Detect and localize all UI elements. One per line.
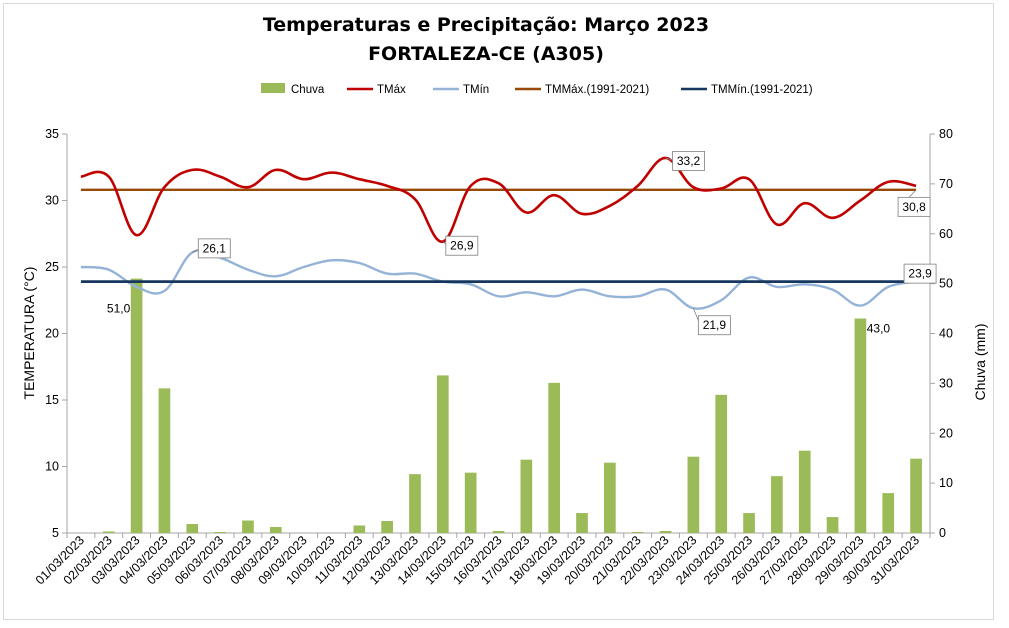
data-label: 33,2 — [677, 154, 701, 168]
rain-bar — [464, 472, 477, 533]
rain-bar — [381, 521, 393, 533]
rain-bar — [409, 474, 421, 533]
data-label: 51,0 — [107, 302, 131, 316]
data-label: 21,9 — [703, 318, 727, 332]
right-tick-label: 20 — [939, 426, 953, 440]
data-label: 30,8 — [902, 200, 926, 214]
chart-subtitle: FORTALEZA-CE (A305) — [368, 43, 604, 65]
data-label-box — [897, 196, 931, 217]
temperature-lines — [80, 156, 917, 310]
chart-axes: 51015202530350102030405060708001/03/2023… — [21, 127, 988, 587]
tmin-line — [80, 249, 917, 310]
right-tick-label: 80 — [939, 127, 953, 141]
rain-bar — [214, 532, 226, 533]
right-tick-label: 60 — [939, 227, 953, 241]
rain-bar — [130, 278, 143, 533]
chart-legend: Chuva TMáx TMín TMMáx.(1991-2021) TMMín.(199… — [261, 83, 813, 96]
chart-title: Temperaturas e Precipitação: Março 2023 — [263, 14, 709, 36]
rain-bar — [353, 525, 366, 533]
right-tick-label: 10 — [939, 476, 953, 490]
rain-bar — [520, 459, 533, 533]
rain-bar — [576, 513, 588, 533]
rain-bar — [771, 476, 783, 533]
data-label-box — [903, 263, 937, 284]
data-label-box — [445, 235, 479, 256]
left-tick-label: 30 — [45, 194, 59, 208]
legend-label: TMMín.(1991-2021) — [711, 84, 813, 96]
legend-label: TMMáx.(1991-2021) — [545, 84, 649, 96]
rain-bar — [102, 531, 115, 533]
rain-bar — [826, 517, 839, 533]
rain-bar — [687, 456, 700, 533]
legend-label: TMáx — [377, 84, 406, 96]
rain-bar — [548, 382, 561, 533]
rain-bar — [604, 462, 616, 533]
right-tick-label: 70 — [939, 177, 953, 191]
left-tick-label: 15 — [45, 393, 59, 407]
data-label: 26,1 — [203, 241, 227, 255]
rain-bar — [715, 394, 728, 533]
rain-bar — [854, 318, 867, 533]
data-label: 43,0 — [867, 322, 891, 336]
right-tick-label: 30 — [939, 376, 953, 390]
right-tick-label: 50 — [939, 277, 953, 291]
data-label-box — [697, 315, 731, 336]
tmax-line — [80, 156, 917, 243]
rain-bar — [186, 524, 199, 533]
legend-label: TMín — [463, 84, 489, 96]
rain-bars — [102, 278, 922, 533]
data-label-box — [672, 151, 705, 171]
y-axis-title-right: Chuva (mm) — [972, 323, 988, 400]
legend-swatch-bar — [261, 83, 285, 93]
left-tick-label: 5 — [52, 526, 59, 540]
left-tick-label: 20 — [45, 327, 59, 341]
rain-bar — [798, 450, 811, 533]
left-tick-label: 10 — [45, 460, 59, 474]
rain-bar — [910, 458, 922, 533]
data-label-box — [197, 238, 231, 259]
rain-bar — [492, 531, 505, 533]
rain-bar — [269, 527, 282, 533]
right-tick-label: 0 — [939, 526, 946, 540]
legend-label: Chuva — [291, 84, 325, 96]
data-label: 26,9 — [450, 239, 474, 253]
y-axis-title-left: TEMPERATURA (°C) — [21, 267, 37, 400]
data-label: 23,9 — [908, 267, 932, 281]
rain-bar — [659, 531, 672, 533]
left-tick-label: 35 — [45, 127, 59, 141]
data-labels: 51,0 26,1 26,9 33,2 21,9 43,0 30,8 23,9 — [107, 151, 937, 336]
rain-bar — [436, 375, 449, 533]
rain-bar — [631, 532, 644, 533]
left-tick-label: 25 — [45, 260, 59, 274]
rain-bar — [158, 388, 171, 533]
right-tick-label: 40 — [939, 327, 953, 341]
rain-bar — [743, 513, 755, 533]
rain-bar — [242, 520, 254, 533]
rain-bar — [882, 493, 895, 533]
